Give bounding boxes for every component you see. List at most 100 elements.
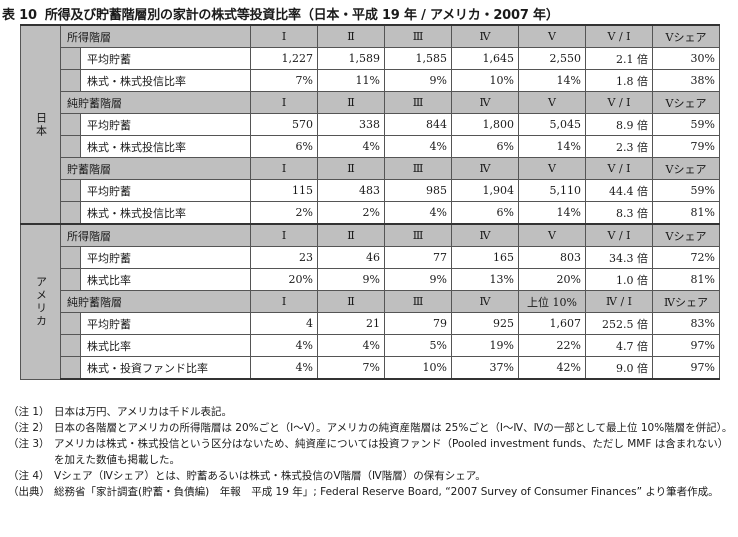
table-cell: 44.4 倍 [585, 179, 653, 202]
column-header: Ⅳ [451, 24, 519, 48]
table-cell: 14% [518, 69, 586, 92]
row-label: 平均貯蓄 [80, 47, 251, 70]
row-label: 株式比率 [80, 334, 251, 357]
table-cell: 844 [384, 113, 452, 136]
table-row: 株式比率 4% 4% 5% 19% 22% 4.7 倍 97% [21, 334, 720, 357]
row-indent [60, 334, 81, 357]
country-label: アメリカ [20, 223, 61, 380]
table-row: 平均貯蓄 1,227 1,589 1,585 1,645 2,550 2.1 倍 30% [21, 47, 720, 70]
note-text: 日本の各階層とアメリカの所得階層は 20%ごと（Ⅰ～Ⅴ）。アメリカの純資産階層は… [54, 422, 733, 434]
table-row: 平均貯蓄 570 338 844 1,800 5,045 8.9 倍 59% [21, 113, 720, 136]
column-header: Ⅴ / Ⅰ [585, 24, 653, 48]
note-text: 総務省「家計調査(貯蓄・負債編) 年報 平成 19 年」; Federal Re… [54, 486, 719, 498]
table-cell: 7% [250, 69, 318, 92]
column-header: Ⅴ [518, 24, 586, 48]
row-indent [60, 135, 81, 158]
table-row: 株式・株式投信比率 7% 11% 9% 10% 14% 1.8 倍 38% [21, 69, 720, 92]
column-header: Ⅴシェア [652, 223, 720, 247]
table-cell: 20% [518, 268, 586, 291]
note-tag: （出典） [8, 486, 50, 498]
table-cell: 2% [317, 201, 385, 225]
row-label: 平均貯蓄 [80, 312, 251, 335]
table-cell: 79 [384, 312, 452, 335]
note-tag: （注 4） [8, 470, 50, 482]
row-label: 株式比率 [80, 268, 251, 291]
table-cell: 9% [384, 69, 452, 92]
column-header: Ⅳ [451, 290, 519, 313]
column-header: Ⅴシェア [652, 157, 720, 180]
note-item: （注 4） Ⅴシェア（Ⅳシェア）とは、貯蓄あるいは株式・株式投信のⅤ階層（Ⅳ階層）… [8, 468, 734, 484]
note-item: （注 3） アメリカは株式・株式投信という区分はないため、純資産については投資ファ… [8, 436, 734, 468]
table-cell: 59% [652, 179, 720, 202]
column-header: Ⅴ [518, 223, 586, 247]
note-text: 日本は万円、アメリカは千ドル表記。 [54, 406, 232, 418]
table-cell: 79% [652, 135, 720, 158]
column-header: Ⅱ [317, 24, 385, 48]
table-cell: 1.8 倍 [585, 69, 653, 92]
table-cell: 23 [250, 246, 318, 269]
group-header-row: 貯蓄階層 Ⅰ Ⅱ Ⅲ Ⅳ Ⅴ Ⅴ / Ⅰ Ⅴシェア [21, 157, 720, 180]
row-indent [60, 47, 81, 70]
group-label: 純貯蓄階層 [60, 91, 251, 114]
table-cell: 30% [652, 47, 720, 70]
table-row: 株式・投資ファンド比率 4% 7% 10% 37% 42% 9.0 倍 97% [21, 356, 720, 380]
column-header: Ⅳ [451, 91, 519, 114]
table-cell: 37% [451, 356, 519, 380]
column-header: Ⅴ [518, 157, 586, 180]
table-cell: 6% [250, 135, 318, 158]
row-indent [60, 113, 81, 136]
table-cell: 165 [451, 246, 519, 269]
table-cell: 1,904 [451, 179, 519, 202]
note-text: アメリカは株式・株式投信という区分はないため、純資産については投資ファンド（Po… [54, 438, 729, 466]
table-cell: 570 [250, 113, 318, 136]
table-cell: 2.3 倍 [585, 135, 653, 158]
table-cell: 4.7 倍 [585, 334, 653, 357]
row-indent [60, 201, 81, 225]
table-cell: 4% [317, 334, 385, 357]
table-cell: 34.3 倍 [585, 246, 653, 269]
group-header-row: 日本 所得階層 Ⅰ Ⅱ Ⅲ Ⅳ Ⅴ Ⅴ / Ⅰ Ⅴシェア [20, 24, 720, 225]
table-cell: 81% [652, 201, 720, 225]
table-row: 平均貯蓄 4 21 79 925 1,607 252.5 倍 83% [21, 312, 720, 335]
table-row: 平均貯蓄 23 46 77 165 803 34.3 倍 72% [21, 246, 720, 269]
column-header: Ⅴ [518, 91, 586, 114]
column-header: Ⅲ [384, 91, 452, 114]
group-label: 純貯蓄階層 [60, 290, 251, 313]
row-indent [60, 268, 81, 291]
note-item: （注 1） 日本は万円、アメリカは千ドル表記。 [8, 404, 734, 420]
table-cell: 19% [451, 334, 519, 357]
table-cell: 59% [652, 113, 720, 136]
table-row: 平均貯蓄 115 483 985 1,904 5,110 44.4 倍 59% [21, 179, 720, 202]
note-tag: （注 3） [8, 438, 50, 450]
column-header: Ⅲ [384, 157, 452, 180]
column-header: Ⅳシェア [652, 290, 720, 313]
table-cell: 77 [384, 246, 452, 269]
table-cell: 5,045 [518, 113, 586, 136]
table-cell: 8.9 倍 [585, 113, 653, 136]
table-cell: 483 [317, 179, 385, 202]
row-label: 株式・株式投信比率 [80, 201, 251, 225]
row-indent [60, 179, 81, 202]
row-label: 株式・株式投信比率 [80, 69, 251, 92]
row-label: 平均貯蓄 [80, 246, 251, 269]
table-row: 株式・株式投信比率 2% 2% 4% 6% 14% 8.3 倍 81% [21, 201, 720, 225]
table-cell: 6% [451, 135, 519, 158]
note-text: Ⅴシェア（Ⅳシェア）とは、貯蓄あるいは株式・株式投信のⅤ階層（Ⅳ階層）の保有シェ… [54, 470, 486, 482]
table-cell: 8.3 倍 [585, 201, 653, 225]
note-tag: （注 2） [8, 422, 50, 434]
table-number: 表 10 [2, 8, 37, 23]
table-cell: 1,607 [518, 312, 586, 335]
table-cell: 72% [652, 246, 720, 269]
column-header: Ⅰ [250, 290, 318, 313]
table-cell: 81% [652, 268, 720, 291]
table-cell: 46 [317, 246, 385, 269]
table-cell: 1,645 [451, 47, 519, 70]
note-item: （注 2） 日本の各階層とアメリカの所得階層は 20%ごと（Ⅰ～Ⅴ）。アメリカの純… [8, 420, 734, 436]
column-header: Ⅱ [317, 157, 385, 180]
table-cell: 1.0 倍 [585, 268, 653, 291]
table-cell: 4% [317, 135, 385, 158]
column-header: Ⅰ [250, 157, 318, 180]
investment-ratio-table: 日本 所得階層 Ⅰ Ⅱ Ⅲ Ⅳ Ⅴ Ⅴ / Ⅰ Ⅴシェア 平均貯蓄 1,227 1,589 1,585 1… [20, 24, 720, 380]
column-header: Ⅱ [317, 290, 385, 313]
table-cell: 2,550 [518, 47, 586, 70]
